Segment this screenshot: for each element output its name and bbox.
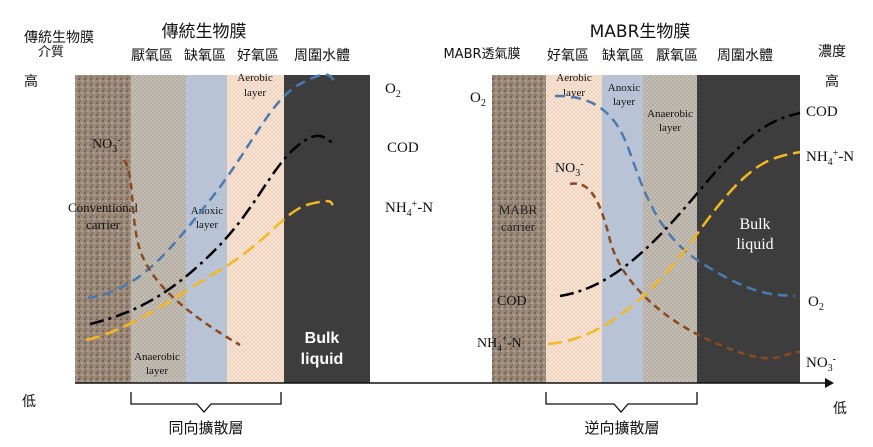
right-nh4-label: NH4+-N — [806, 148, 854, 168]
right-cod-curve — [559, 111, 801, 298]
right-conc-label: 濃度 — [818, 44, 846, 60]
left-carrier-label-1: Conventional — [68, 200, 138, 215]
left-zone-anoxic: 缺氧區 — [184, 48, 226, 64]
right-brace-label: 逆向擴散層 — [584, 419, 659, 437]
left-corner-title: 傳統生物膜 — [24, 30, 94, 46]
right-axis-high: 高 — [825, 73, 839, 90]
right-nh4-curve — [547, 150, 801, 346]
right-brace — [545, 392, 698, 413]
left-anoxic-label-2: layer — [196, 219, 218, 231]
left-carrier-label-2: carrier — [86, 217, 121, 232]
right-carrier-label-1: MABR — [499, 202, 538, 217]
left-bulk-label-1: Bulk — [305, 330, 340, 347]
right-anaerobic-label-2: layer — [659, 122, 681, 134]
left-no3-label: NO3- — [92, 135, 121, 155]
left-carrier-band — [75, 75, 131, 383]
left-anaerobic-label-2: layer — [146, 365, 168, 377]
left-axis-high: 高 — [24, 73, 38, 90]
left-brace — [130, 392, 282, 413]
right-cod-left-label: COD — [497, 294, 527, 309]
right-membrane-label: MABR透氣膜 — [443, 47, 520, 62]
right-carrier-band — [492, 75, 546, 383]
right-no3-curve — [569, 182, 801, 360]
right-bulk-label-1: Bulk — [739, 216, 770, 233]
left-axis-low: 低 — [22, 394, 36, 410]
right-aerobic-label-1: Aerobic — [556, 72, 592, 84]
right-no3-right-label: NO3- — [806, 354, 836, 374]
left-panel: 傳統生物膜 傳統生物膜 介質 厭氧區 缺氧區 好氧區 周圍水體 高 低 Conv… — [22, 22, 433, 437]
right-zone-aerobic: 好氧區 — [547, 48, 589, 64]
left-no3-curve — [122, 159, 241, 347]
right-title: MABR生物膜 — [590, 22, 691, 42]
right-o2-curve — [554, 94, 796, 298]
right-bulk-band — [697, 75, 800, 383]
right-aerobic-band — [546, 75, 602, 383]
right-o2-label: O2 — [808, 294, 824, 313]
right-anaerobic-label-1: Anaerobic — [647, 108, 693, 120]
left-anaerobic-label-1: Anaerobic — [134, 351, 180, 363]
right-axis-low: 低 — [833, 401, 847, 417]
right-carrier-label-2: carrier — [501, 219, 536, 234]
left-bulk-band — [284, 75, 370, 383]
left-cod-label: COD — [387, 140, 419, 156]
right-anaerobic-band — [643, 75, 697, 383]
left-zone-bulk: 周圍水體 — [294, 48, 350, 64]
right-zone-anoxic: 缺氧區 — [602, 48, 644, 64]
right-aerobic-label-2: layer — [563, 87, 585, 99]
right-zone-anaerobic: 厭氧區 — [656, 48, 698, 64]
right-nh4-left-label: NH4+-N — [477, 334, 522, 353]
right-no3-label: NO3- — [555, 159, 584, 179]
right-zone-bulk: 周圍水體 — [717, 48, 773, 64]
right-panel: MABR生物膜 MABR透氣膜 好氧區 缺氧區 厭氧區 周圍水體 濃度 高 低 … — [443, 22, 854, 437]
right-anoxic-label-2: layer — [613, 96, 635, 108]
left-o2-label: O2 — [385, 81, 401, 100]
left-nh4-label: NH4+-N — [385, 199, 433, 219]
right-bulk-label-2: liquid — [736, 236, 773, 253]
left-medium-label: 介質 — [38, 45, 64, 60]
left-o2-curve — [87, 73, 336, 300]
left-brace-label: 同向擴散層 — [168, 419, 243, 437]
left-aerobic-label-1: Aerobic — [237, 72, 273, 84]
left-aerobic-band — [227, 75, 284, 383]
right-cod-label: COD — [806, 104, 838, 120]
left-zone-aerobic: 好氧區 — [237, 48, 279, 64]
left-anoxic-label-1: Anoxic — [191, 205, 224, 217]
right-anoxic-label-1: Anoxic — [608, 82, 641, 94]
left-bulk-label-2: liquid — [301, 351, 344, 368]
left-title: 傳統生物膜 — [162, 22, 247, 42]
left-aerobic-label-2: layer — [244, 87, 266, 99]
right-o2-left-label: O2 — [470, 90, 486, 109]
left-anaerobic-band — [131, 75, 186, 383]
axis-arrowhead — [825, 378, 834, 388]
left-zone-anaerobic: 厭氧區 — [131, 48, 173, 64]
left-nh4-curve — [85, 199, 334, 342]
left-cod-curve — [89, 134, 333, 326]
right-anoxic-band — [602, 75, 643, 383]
